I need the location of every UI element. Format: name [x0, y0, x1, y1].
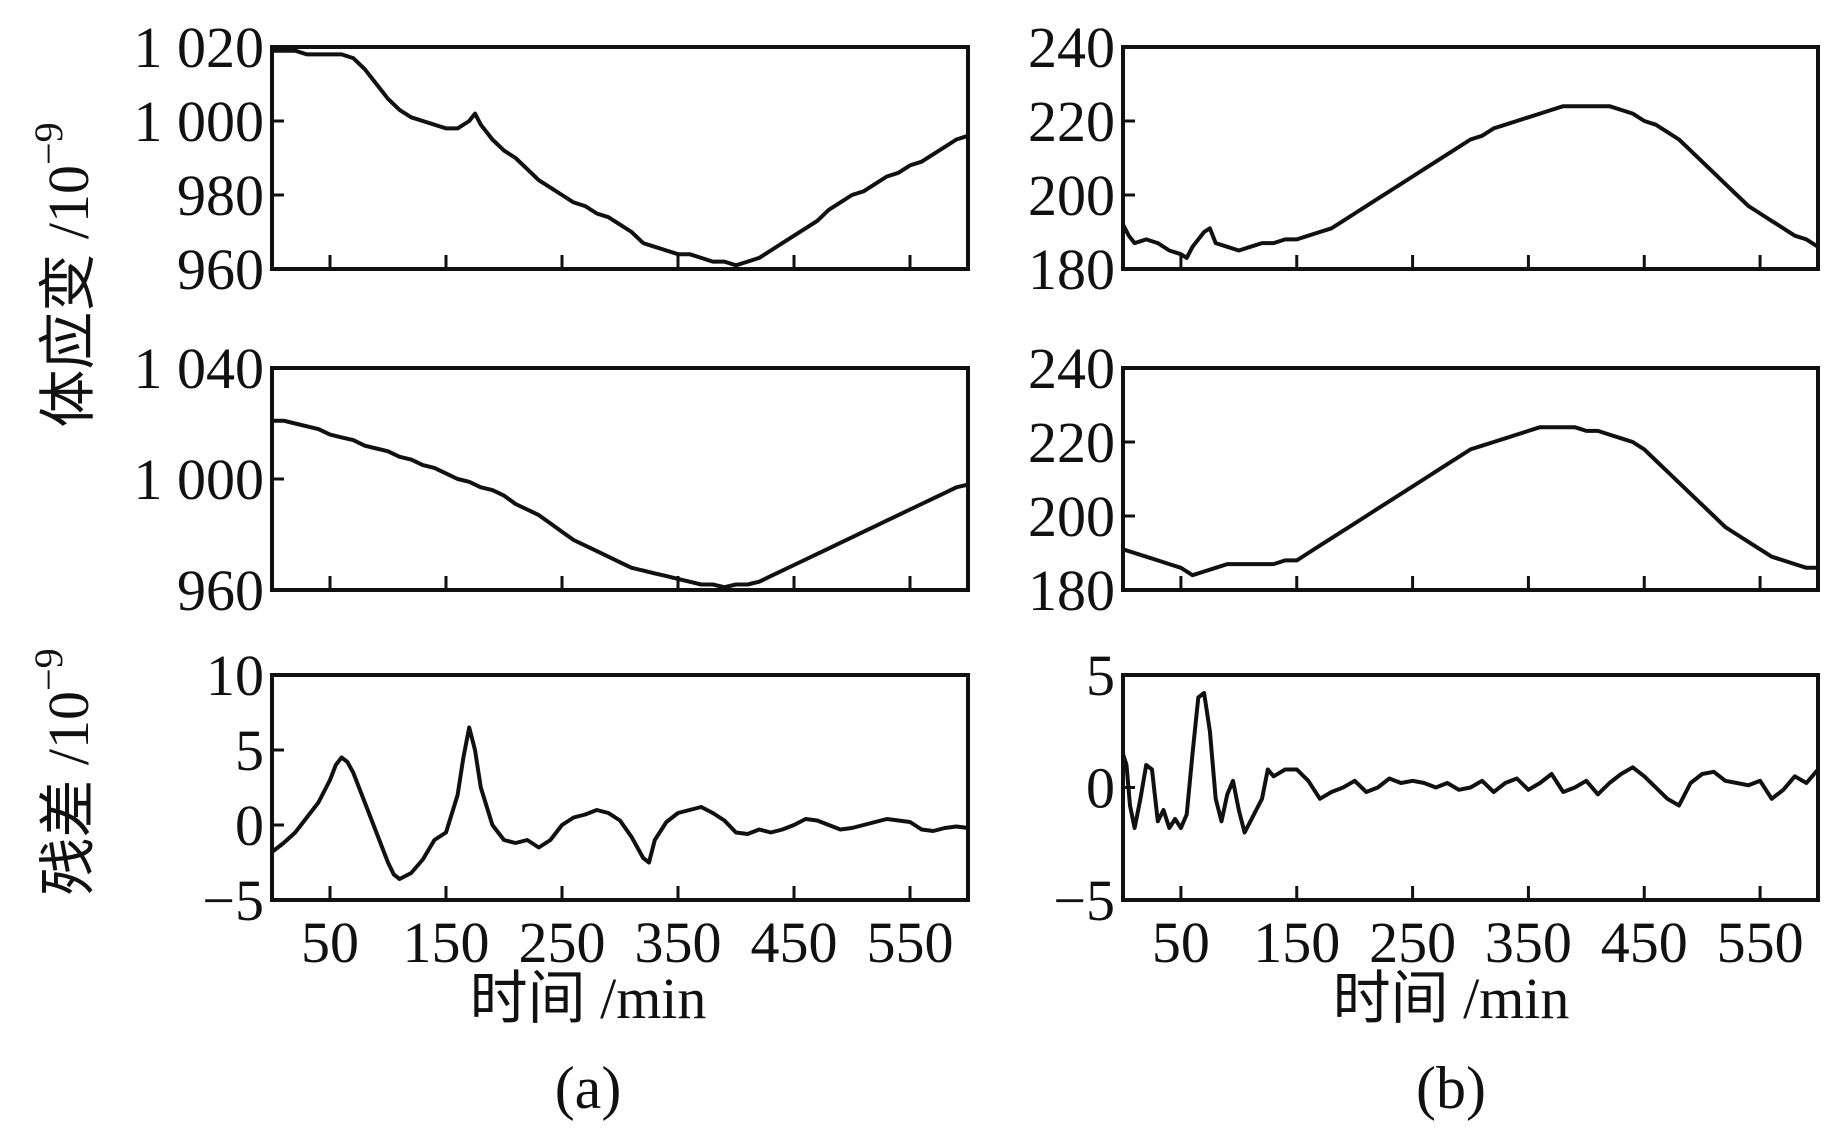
y-tick-label: 10	[206, 643, 264, 708]
y-tick-label: 0	[235, 793, 264, 858]
x-tick-label: 250	[519, 910, 606, 975]
panel-b1: 180 200 220 240	[1028, 15, 1820, 302]
y-tick-label: 5	[235, 718, 264, 783]
series-line-b3-0	[1121, 691, 1820, 835]
y-tick-label: 240	[1028, 15, 1115, 80]
x-tick-label: 150	[1253, 910, 1340, 975]
y-tick-label: 0	[1086, 756, 1115, 821]
x-tick-label: 550	[1717, 910, 1804, 975]
y-axis-title-strain-text: 体应变 /10	[36, 165, 101, 428]
y-tick-label: 1 000	[134, 447, 265, 512]
plot-frame-b1	[1121, 45, 1820, 271]
series-line-b1-0	[1121, 104, 1820, 260]
y-tick-label: 200	[1028, 163, 1115, 228]
y-tick-label: 1 040	[134, 336, 265, 401]
y-axis-title-strain-exp: −9	[26, 122, 71, 165]
series-line-a3-0	[270, 725, 969, 881]
y-axis-title-residual-exp: −9	[26, 648, 71, 691]
x-tick-label: 50	[1152, 910, 1210, 975]
x-tick-label: 350	[635, 910, 722, 975]
panel-a2: 960 1 000 1 040	[134, 336, 970, 623]
panel-b3: 50 150 250 350 450 550 −5 0 5	[1053, 643, 1820, 975]
x-axis-title-a: 时间 /min	[470, 966, 707, 1031]
panel-a1: 960 980 1 000 1 020	[134, 15, 970, 302]
x-axis-title-b: 时间 /min	[1333, 966, 1570, 1031]
plot-frame-a3	[270, 673, 970, 902]
x-tick-label: 150	[403, 910, 490, 975]
y-tick-label: 960	[177, 558, 264, 623]
x-tick-label: 550	[867, 910, 954, 975]
x-tick-label: 250	[1369, 910, 1456, 975]
x-tick-label: 450	[751, 910, 838, 975]
y-tick-label: 180	[1028, 558, 1115, 623]
series-line-b2-0	[1122, 425, 1818, 578]
y-tick-label: 200	[1028, 484, 1115, 549]
plot-frame-a1	[270, 45, 970, 271]
plot-frame-b2	[1121, 366, 1820, 592]
y-tick-label: −5	[1053, 868, 1115, 933]
y-tick-label: 220	[1028, 89, 1115, 154]
plot-frame-a2	[270, 366, 970, 592]
x-tick-label: 50	[301, 910, 359, 975]
y-tick-label: 220	[1028, 410, 1115, 475]
y-axis-title-residual: 残差 /10−9	[26, 648, 101, 895]
panel-label-a: (a)	[555, 1055, 622, 1121]
y-tick-label: 1 000	[134, 89, 265, 154]
x-tick-label: 450	[1601, 910, 1688, 975]
panel-b2: 180 200 220 240	[1028, 336, 1820, 623]
panel-a3: 50 150 250 350 450 550 −5 0 5 10	[202, 643, 970, 975]
y-tick-label: 240	[1028, 336, 1115, 401]
series-line-a2-0	[272, 418, 969, 590]
y-axis-title-residual-text: 残差 /10	[36, 691, 101, 896]
series-line-a1-0	[272, 48, 969, 268]
y-tick-label: −5	[202, 868, 264, 933]
y-tick-label: 960	[177, 237, 264, 302]
x-tick-label: 350	[1485, 910, 1572, 975]
y-tick-label: 980	[177, 163, 264, 228]
panel-label-b: (b)	[1416, 1055, 1486, 1121]
y-tick-label: 5	[1086, 643, 1115, 708]
y-tick-label: 1 020	[134, 15, 265, 80]
y-axis-title-strain: 体应变 /10−9	[26, 122, 101, 427]
y-tick-label: 180	[1028, 237, 1115, 302]
